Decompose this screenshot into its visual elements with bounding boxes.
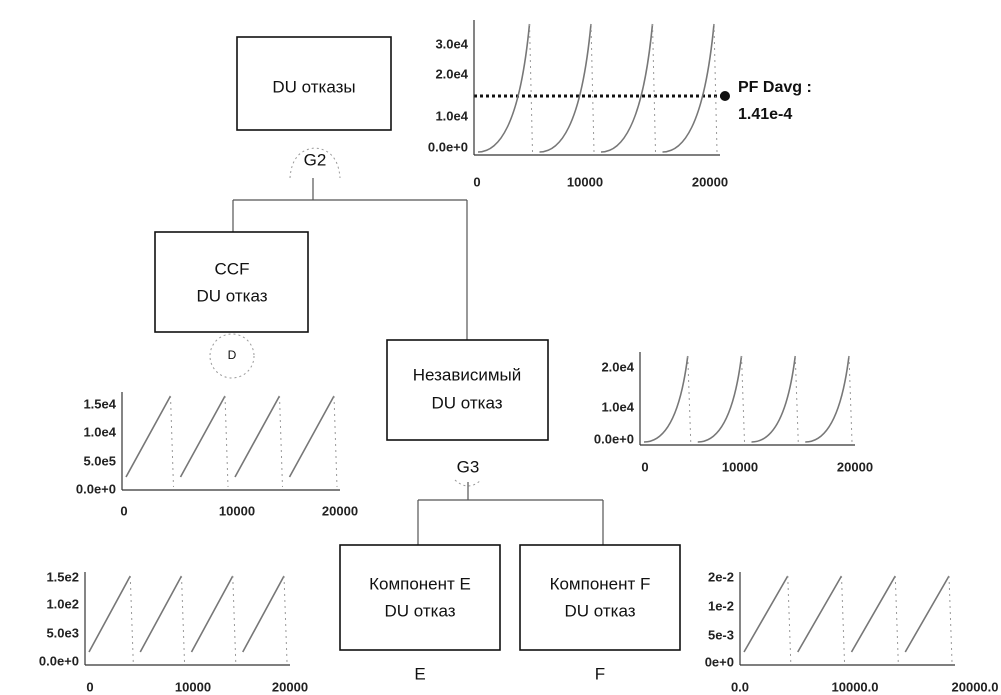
event-label: DU отказ — [384, 601, 455, 620]
x-tick-label: 20000.0 — [952, 679, 999, 694]
y-tick-label: 0e+0 — [705, 654, 734, 669]
event-label: DU отказ — [564, 601, 635, 620]
y-tick-label: 5e-3 — [708, 627, 734, 642]
y-tick-label: 1.0e4 — [435, 108, 468, 123]
y-tick-label: 3.0e4 — [435, 36, 468, 51]
x-tick-label: 0.0 — [731, 679, 749, 694]
sawtooth-curve — [743, 575, 950, 653]
gate-symbol — [289, 147, 341, 179]
test-drop — [787, 575, 953, 663]
event-label: Компонент F — [550, 574, 651, 593]
y-tick-label: 0.0e+0 — [76, 481, 116, 496]
sawtooth-curve — [477, 23, 715, 153]
gate-symbol — [209, 333, 255, 379]
x-tick-label: 0 — [473, 174, 480, 189]
x-tick-label: 20000 — [322, 503, 358, 518]
y-tick-label: 1.0e4 — [83, 424, 116, 439]
annotation: PF Davg : — [738, 79, 812, 96]
event-label: DU отказ — [431, 393, 502, 412]
x-tick-label: 0 — [86, 679, 93, 694]
sawtooth-curve — [643, 355, 850, 443]
y-tick-label: 1e-2 — [708, 598, 734, 613]
y-tick-label: 1.0e2 — [46, 596, 79, 611]
x-tick-label: 10000 — [175, 679, 211, 694]
gate-label: D — [228, 348, 237, 362]
test-drop — [129, 575, 288, 663]
y-tick-label: 2.0e4 — [601, 359, 634, 374]
x-tick-label: 10000 — [567, 174, 603, 189]
sawtooth-curve — [88, 575, 285, 653]
gate-label: E — [414, 664, 425, 683]
y-tick-label: 5.0e5 — [83, 453, 116, 468]
gate-label: G2 — [304, 150, 327, 169]
event-label: Компонент E — [369, 574, 471, 593]
connector — [232, 178, 468, 340]
sawtooth-curve — [125, 395, 335, 478]
event-box — [519, 544, 681, 651]
x-tick-label: 10000 — [219, 503, 255, 518]
annotation: 1.41e-4 — [738, 106, 792, 123]
connector — [417, 482, 604, 545]
y-tick-label: 0.0e+0 — [428, 139, 468, 154]
y-tick-label: 5.0e3 — [46, 625, 79, 640]
gate-label: F — [595, 664, 605, 683]
y-tick-label: 0.0e+0 — [39, 653, 79, 668]
x-tick-label: 10000 — [722, 459, 758, 474]
y-tick-label: 1.5e2 — [46, 569, 79, 584]
x-tick-label: 10000.0 — [832, 679, 879, 694]
gate-label: G3 — [457, 457, 480, 476]
x-tick-label: 20000 — [272, 679, 308, 694]
gate-symbol — [454, 479, 482, 487]
event-label: DU отказ — [196, 286, 267, 305]
y-tick-label: 1.5e4 — [83, 396, 116, 411]
x-tick-label: 20000 — [692, 174, 728, 189]
y-tick-label: 1.0e4 — [601, 399, 634, 414]
x-tick-label: 0 — [641, 459, 648, 474]
event-box — [236, 36, 392, 131]
y-tick-label: 0.0e+0 — [594, 431, 634, 446]
average-marker — [720, 91, 730, 101]
y-tick-label: 2e-2 — [708, 569, 734, 584]
event-label: CCF — [215, 259, 250, 278]
event-box — [339, 544, 501, 651]
event-box — [154, 231, 309, 333]
test-drop — [687, 355, 853, 443]
event-label: Независимый — [413, 365, 522, 384]
event-box — [386, 339, 549, 441]
x-tick-label: 0 — [120, 503, 127, 518]
y-tick-label: 2.0e4 — [435, 66, 468, 81]
x-tick-label: 20000 — [837, 459, 873, 474]
event-label: DU отказы — [272, 77, 355, 96]
